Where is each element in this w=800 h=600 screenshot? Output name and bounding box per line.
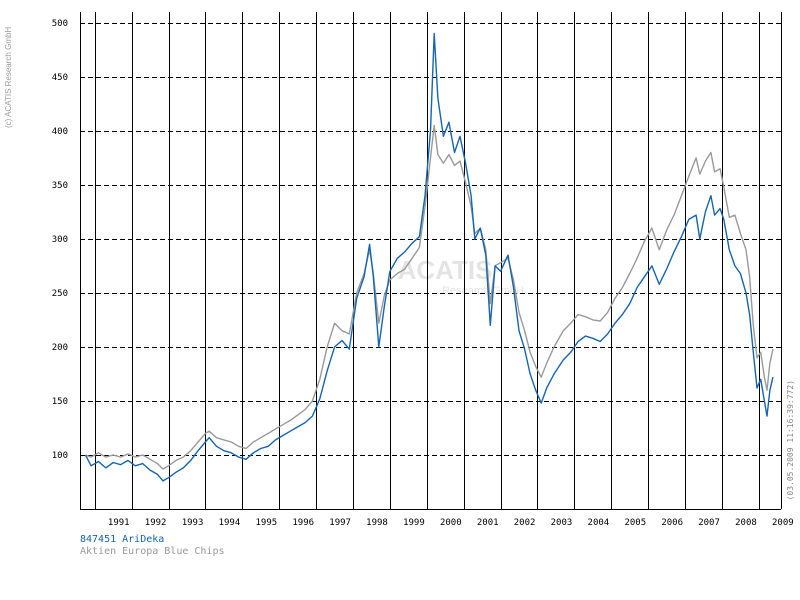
watermark-title: ACATIS: [398, 255, 493, 285]
x-tick-label-1995: 1995: [255, 518, 277, 528]
copyright-label: (c) ACATIS Research GmbH: [4, 27, 13, 128]
x-tick-label-2001: 2001: [477, 518, 499, 528]
y-tick-label-350: 350: [52, 181, 68, 191]
y-tick-label-150: 150: [52, 397, 68, 407]
x-tick-label-1998: 1998: [366, 518, 388, 528]
series-line-blue-chips: [85, 124, 774, 470]
axes: [80, 12, 782, 510]
y-tick-label-400: 400: [52, 127, 68, 137]
x-tick-label-1991: 1991: [108, 518, 130, 528]
x-tick-label-2007: 2007: [698, 518, 720, 528]
x-tick-label-2004: 2004: [588, 518, 610, 528]
x-tick-label-2008: 2008: [735, 518, 757, 528]
x-tick-labels: 1991 1992 1993 1994 1995 1996 1997 1998 1999 2000…: [108, 518, 794, 528]
x-tick-label-2000: 2000: [440, 518, 462, 528]
x-tick-label-1993: 1993: [182, 518, 204, 528]
x-tick-label-2009: 2009: [772, 518, 794, 528]
y-tick-label-200: 200: [52, 343, 68, 353]
y-tick-label-500: 500: [52, 19, 68, 29]
x-tick-label-2005: 2005: [624, 518, 646, 528]
series-layer: [84, 32, 774, 482]
legend: 847451 AriDeka Aktien Europa Blue Chips: [80, 534, 225, 558]
y-tick-label-100: 100: [52, 451, 68, 461]
copyright-container: (c) ACATIS Research GmbH: [4, 27, 13, 128]
x-tick-label-2006: 2006: [661, 518, 683, 528]
legend-entry-blue-chips: Aktien Europa Blue Chips: [80, 546, 225, 557]
x-tick-label-1994: 1994: [219, 518, 241, 528]
x-tick-label-1999: 1999: [403, 518, 425, 528]
x-tick-label-1997: 1997: [329, 518, 351, 528]
y-tick-label-450: 450: [52, 73, 68, 83]
horizontal-gridlines: [80, 23, 781, 456]
series-line-arideka: [84, 32, 774, 482]
x-tick-label-1996: 1996: [292, 518, 314, 528]
x-tick-label-2003: 2003: [551, 518, 573, 528]
timestamp-label: (03.05.2009 11:16:39:772): [786, 380, 795, 500]
x-tick-label-1992: 1992: [145, 518, 167, 528]
y-tick-label-300: 300: [52, 235, 68, 245]
x-tick-label-2002: 2002: [514, 518, 536, 528]
y-tick-label-250: 250: [52, 289, 68, 299]
y-tick-labels: 100 150 200 250 300 350 400 450 500: [52, 19, 68, 461]
legend-entry-arideka: 847451 AriDeka: [80, 534, 165, 545]
watermark-subtitle: Research GmbH: [442, 285, 524, 297]
